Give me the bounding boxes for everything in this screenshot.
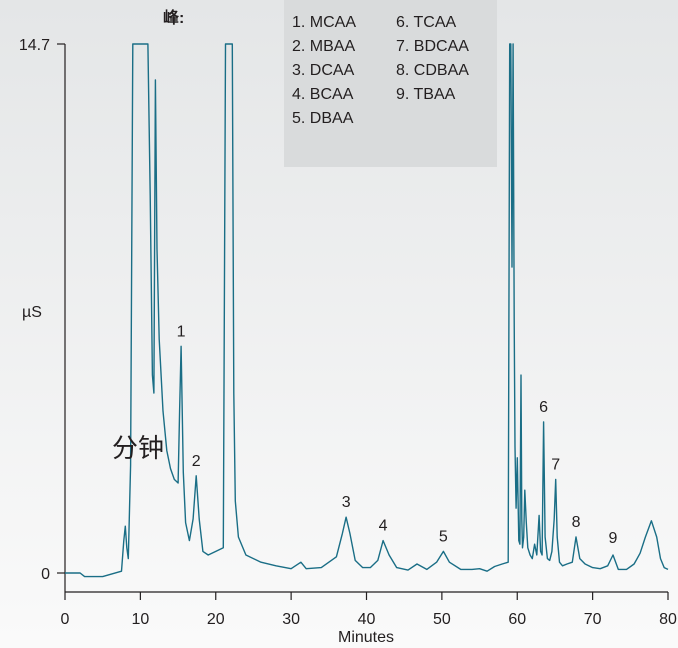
legend-entry: 1. MCAA [292,14,356,31]
legend-entry: 3. DCAA [292,62,355,79]
peak-label-8: 8 [572,514,581,531]
y-axis-label: µS [22,304,42,321]
minutes-annotation: 分钟 [112,433,164,463]
x-axis-label: Minutes [338,629,394,646]
legend-entry: 5. DBAA [292,110,354,127]
peak-label-3: 3 [342,494,351,511]
x-tick-label: 0 [61,611,70,628]
peak-label-4: 4 [379,518,388,535]
x-tick-label: 50 [433,611,451,628]
peak-label-6: 6 [539,399,548,416]
x-tick-label: 70 [584,611,602,628]
legend-title: 峰: [163,8,184,27]
x-tick-label: 40 [358,611,376,628]
x-tick-label: 30 [282,611,300,628]
x-tick-label: 60 [508,611,526,628]
legend-entry: 8. CDBAA [396,62,469,79]
y-tick-label: 14.7 [19,37,50,54]
x-tick-label: 20 [207,611,225,628]
peak-label-9: 9 [609,530,618,547]
x-ticks: 0 10 20 30 40 50 60 70 80 [61,592,677,628]
peak-label-7: 7 [551,456,560,473]
legend: 1. MCAA 2. MBAA 3. DCAA 4. BCAA 5. DBAA 6. TC… [284,0,497,167]
x-tick-label: 80 [659,611,677,628]
legend-entry: 4. BCAA [292,86,354,103]
legend-entry: 6. TCAA [396,14,457,31]
legend-entry: 7. BDCAA [396,38,469,55]
y-tick-label: 0 [41,566,50,583]
peak-label-1: 1 [177,323,186,340]
legend-box [284,0,497,167]
legend-entry: 9. TBAA [396,86,456,103]
legend-entry: 2. MBAA [292,38,355,55]
peak-label-2: 2 [192,453,201,470]
peak-labels: 1 2 3 4 5 6 7 8 9 [177,323,618,547]
chromatogram-trace [65,43,669,578]
x-tick-label: 10 [131,611,149,628]
peak-label-5: 5 [439,528,448,545]
y-ticks: 014.7 [19,37,65,583]
